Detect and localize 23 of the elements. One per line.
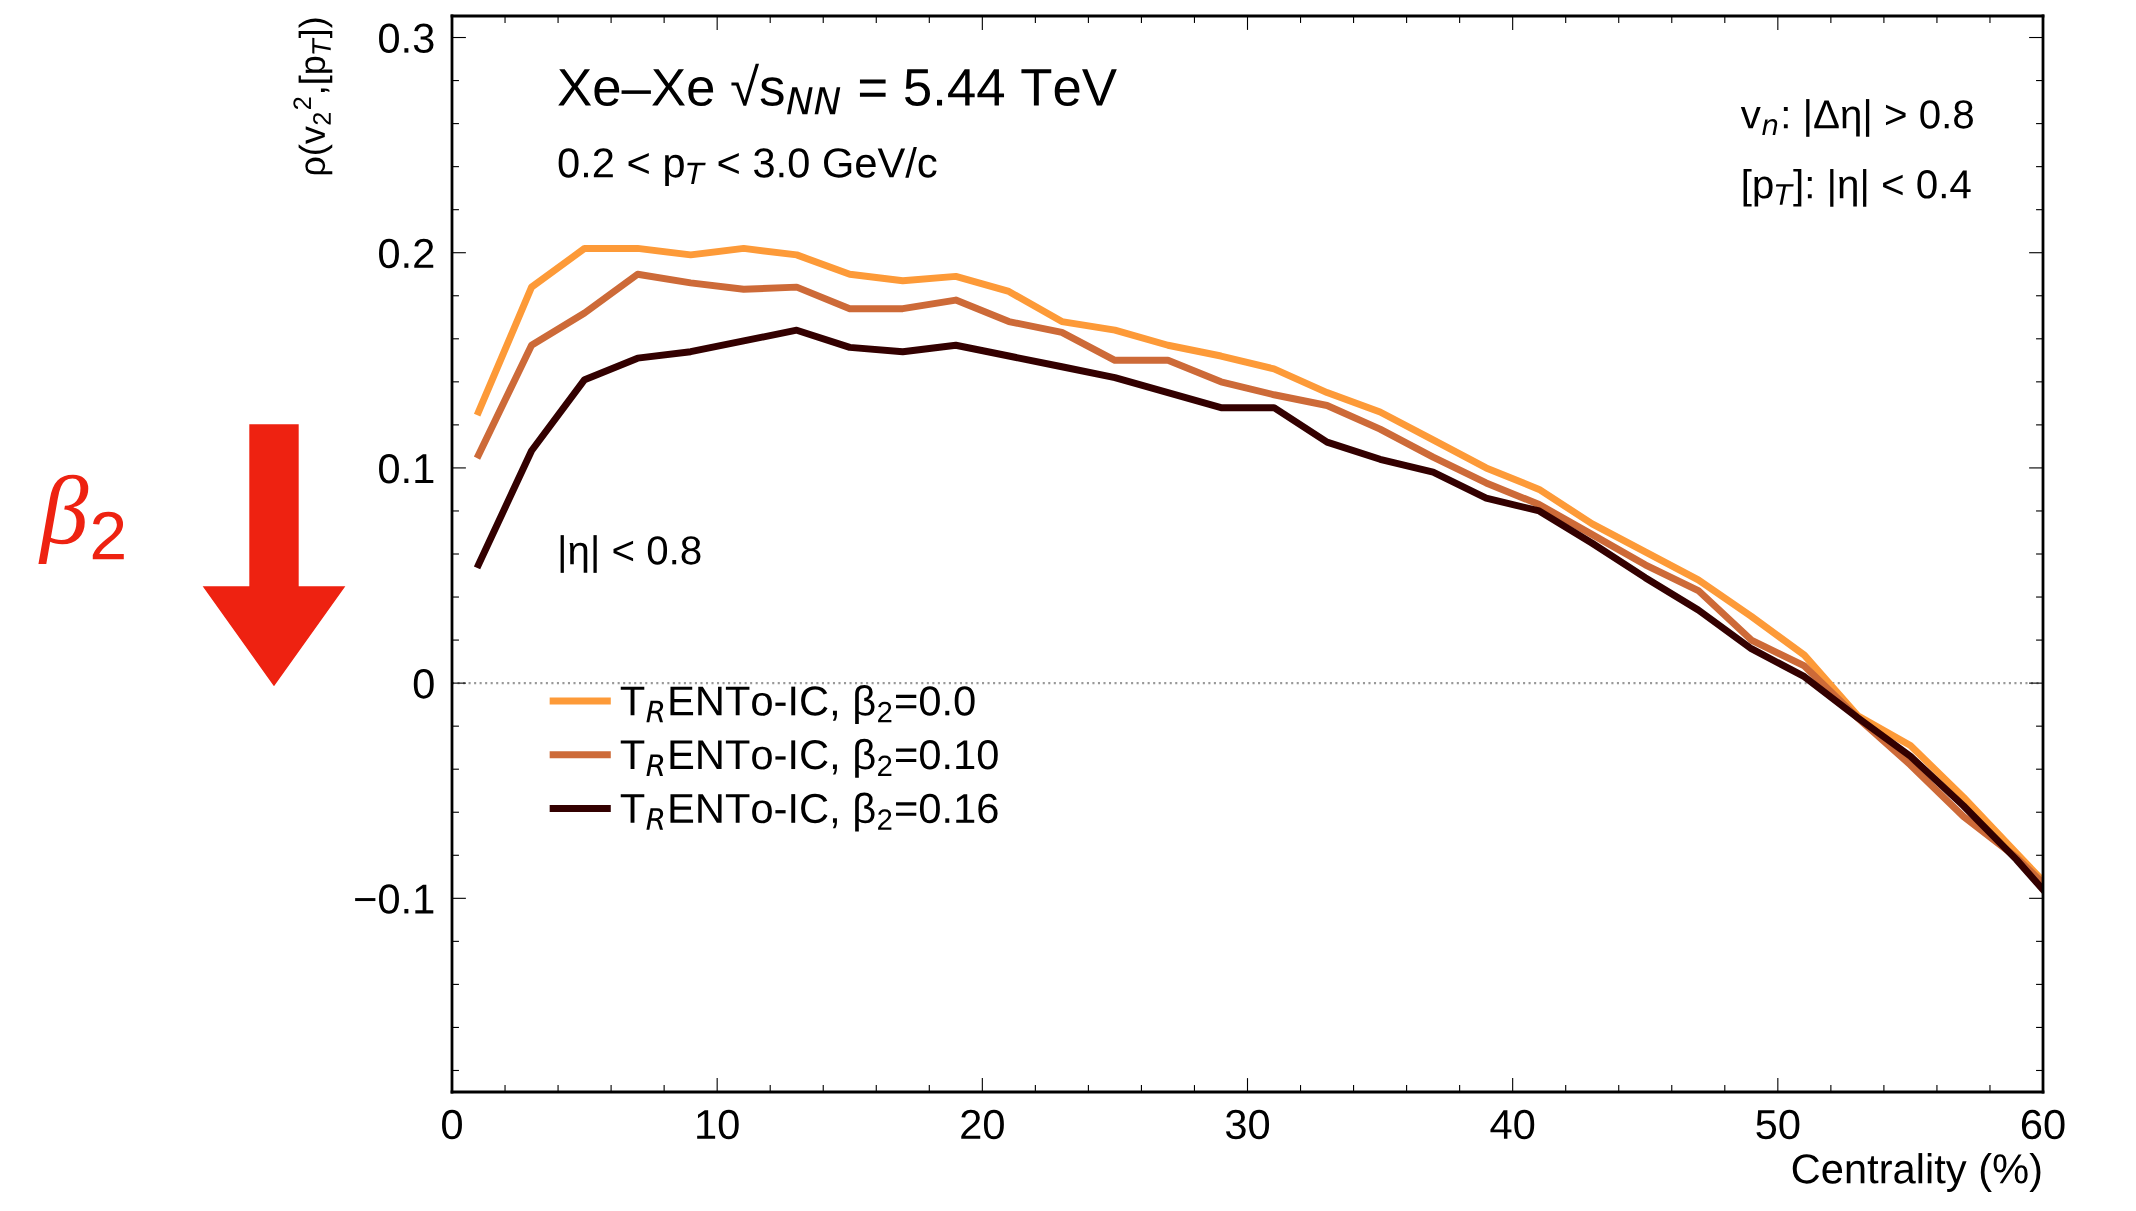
x-tick-label: 20 xyxy=(961,1109,1004,1140)
legend-label: T$_{R}$ENTo-IC, β$_{2}$=0.0 xyxy=(620,685,975,724)
annotation: Xe–Xe √s$_{NN}$ = 5.44 TeV xyxy=(558,63,1117,115)
y-tick-label: 0.1 xyxy=(379,453,434,484)
x-tick-label: 50 xyxy=(1756,1109,1800,1140)
x-tick-label: 10 xyxy=(697,1109,739,1140)
x-tick-label: 30 xyxy=(1225,1109,1270,1140)
annotation: |η| < 0.8 xyxy=(560,535,701,573)
text: β$_{2}$ xyxy=(38,474,124,564)
y-tick-label: −0.1 xyxy=(355,884,434,914)
x-tick-label: 40 xyxy=(1490,1109,1535,1140)
annotation: [p$_{T}$]: |η| < 0.4 xyxy=(1743,169,1971,207)
y-tick-label: 0.3 xyxy=(379,23,434,54)
y-tick-label: 0.2 xyxy=(379,238,434,269)
annotation: 0.2 < p$_{T}$ < 3.0 GeV/c xyxy=(558,147,937,186)
legend-label: T$_{R}$ENTo-IC, β$_{2}$=0.10 xyxy=(620,738,998,778)
x-tick-label: 60 xyxy=(2021,1109,2065,1140)
y-tick-label: 0 xyxy=(413,669,434,699)
x-axis-title: Centrality (%) xyxy=(1792,1153,2041,1192)
legend-label: T$_{R}$ENTo-IC, β$_{2}$=0.16 xyxy=(620,792,998,832)
annotation: v$_{n}$: |Δη| > 0.8 xyxy=(1740,99,1973,137)
x-tick-label: 0 xyxy=(442,1109,462,1140)
y-axis-title: ρ(v$_{2}$$^{2}$,[p$_{T}$]) xyxy=(293,18,333,175)
